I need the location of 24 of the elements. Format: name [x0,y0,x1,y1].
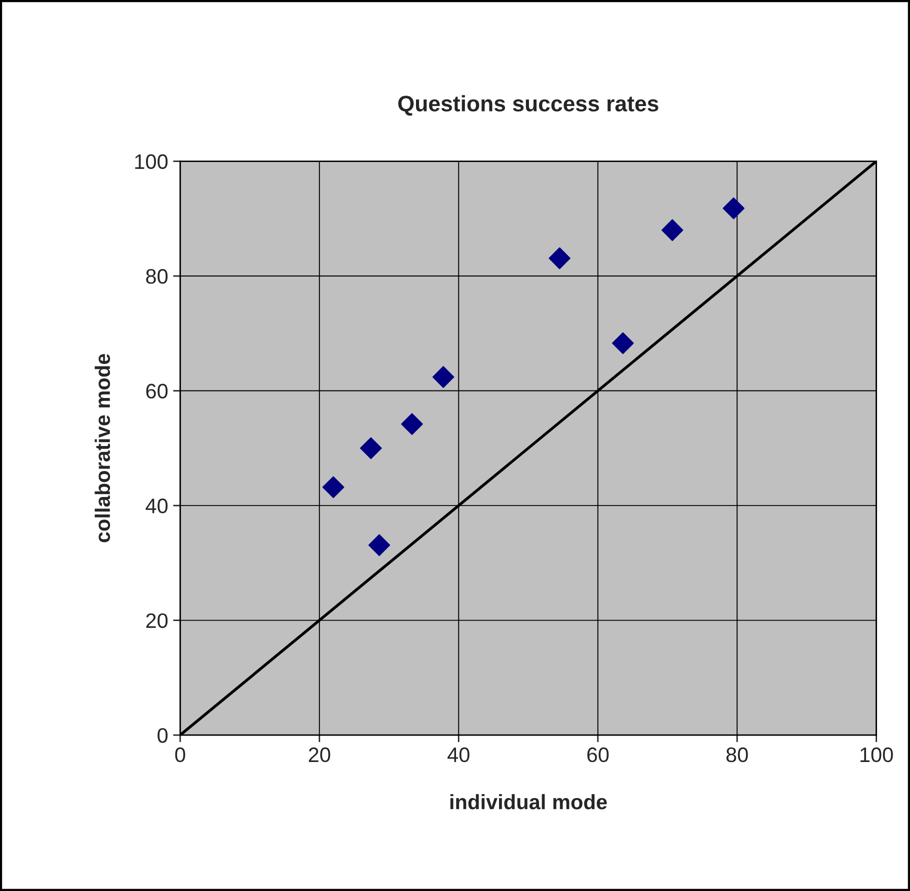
y-tick-label: 80 [146,269,168,284]
x-tick-label: 80 [726,747,748,762]
point [722,197,745,220]
x-tick-label: 100 [860,747,893,762]
point [401,413,423,435]
x-tick-label: 40 [448,747,470,762]
point [612,332,634,354]
y-axis-title: collaborative mode [94,354,110,542]
y-tick-label: 100 [135,154,168,170]
point [368,534,390,556]
x-tick-label: 0 [175,747,186,762]
y-tick-label: 20 [146,613,168,628]
x-tick-label: 20 [308,747,330,762]
point [548,247,570,270]
y-tick-label: 40 [146,498,168,514]
point [661,219,684,242]
chart-title: Questions success rates [398,95,658,116]
point [432,366,454,388]
y-tick-label: 60 [146,384,168,399]
x-tick-label: 60 [587,747,609,762]
y-tick-label: 0 [158,728,168,743]
point [360,437,382,460]
point [322,476,344,498]
x-axis-title: individual mode [450,794,607,810]
